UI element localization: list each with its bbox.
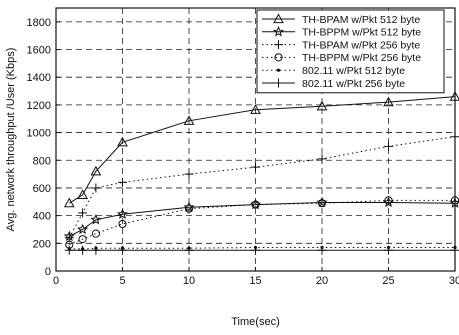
data-point [185,170,194,179]
x-tick-label: 30 [449,275,459,287]
series-line [69,203,455,237]
legend-label: TH-BPAM w/Pkt 256 byte [302,39,420,51]
x-tick-label: 0 [53,275,59,287]
data-point [318,154,327,163]
data-point [118,246,127,255]
data-point [318,246,327,255]
series-3 [65,132,459,242]
legend-label: TH-BPPM w/Pkt 256 byte [302,52,421,64]
legend-label: 802.11 w/Pkt 512 byte [302,65,405,77]
y-tick-label: 400 [33,211,51,223]
x-tick-label: 25 [382,275,394,287]
series-group [65,92,459,255]
series-6 [65,246,459,255]
series-line [69,248,455,249]
y-tick-label: 0 [45,266,51,278]
legend-label: 802.11 w/Pkt 256 byte [302,78,405,90]
data-point [92,230,99,237]
x-axis-label: Time(sec) [231,316,279,328]
x-tick-label: 10 [183,275,195,287]
legend-label: TH-BPPM w/Pkt 512 byte [302,27,421,39]
y-tick-label: 1600 [27,45,51,57]
y-tick-label: 1200 [27,100,51,112]
series-line [69,137,455,238]
series-line [69,200,455,244]
data-point [251,163,260,172]
y-tick-label: 800 [33,155,51,167]
y-tick-label: 600 [33,183,51,195]
y-tick-label: 1400 [27,72,51,84]
series-4 [66,197,459,248]
y-tick-label: 1800 [27,17,51,29]
data-point [91,246,100,255]
data-point [78,246,87,255]
x-tick-label: 20 [316,275,328,287]
x-tick-label: 5 [119,275,125,287]
data-point [118,178,127,187]
y-tick-label: 200 [33,238,51,250]
series-1 [65,92,459,207]
data-point [185,246,194,255]
series-line [69,97,455,204]
x-tick-label: 15 [249,275,261,287]
data-point [384,142,393,151]
legend-label: TH-BPAM w/Pkt 512 byte [302,14,420,26]
y-axis-label: Avg. network throughput /User (Kbps) [5,48,17,232]
legend-marker [277,69,280,72]
y-tick-label: 1000 [27,128,51,140]
data-point [91,183,100,192]
